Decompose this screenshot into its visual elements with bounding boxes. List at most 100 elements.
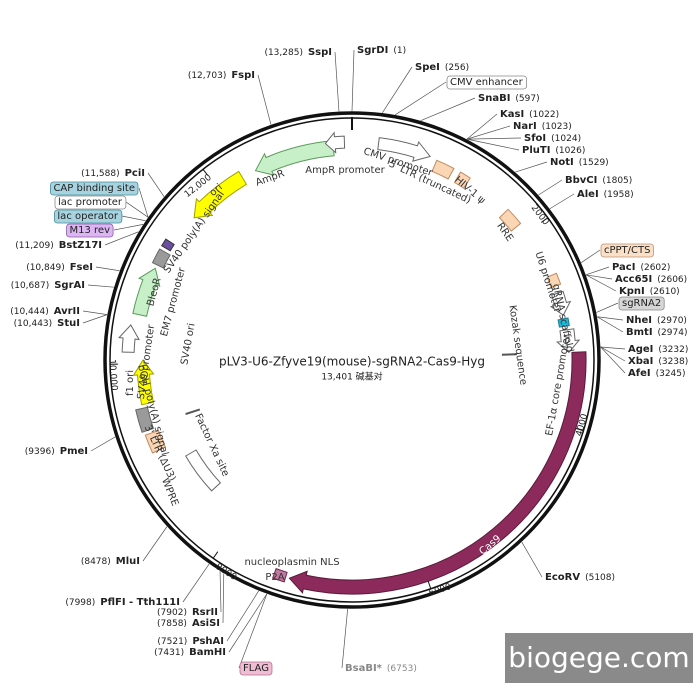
tick-label: 6000 bbox=[428, 582, 453, 599]
site-name: BsaBI* bbox=[345, 663, 383, 674]
site-name: PciI bbox=[125, 168, 145, 179]
site-leader bbox=[549, 193, 575, 210]
box-leader bbox=[113, 224, 144, 231]
feature-shape bbox=[144, 429, 166, 454]
feature-shape bbox=[132, 267, 161, 317]
site-position: (256) bbox=[445, 63, 469, 73]
watermark-box bbox=[505, 633, 693, 683]
site-position: (3245) bbox=[656, 369, 686, 379]
site-label: PluTI (1026) bbox=[522, 145, 585, 156]
site-label: (13,285) SspI bbox=[264, 47, 332, 58]
site-label: (10,849) FseI bbox=[26, 262, 93, 273]
site-name: NheI bbox=[626, 315, 652, 326]
feature-shape bbox=[161, 238, 175, 252]
site-name: SgrAI bbox=[54, 280, 85, 291]
feature-shape bbox=[549, 290, 572, 316]
site-leader bbox=[600, 346, 626, 350]
site-label: KpnI (2610) bbox=[619, 286, 680, 297]
site-position: (10,687) bbox=[11, 281, 50, 291]
site-leader bbox=[142, 526, 168, 562]
feature-shape bbox=[288, 351, 587, 595]
site-leader bbox=[466, 113, 498, 140]
feature-shape bbox=[557, 317, 570, 328]
label-box bbox=[66, 223, 114, 238]
site-position: (3232) bbox=[658, 345, 688, 355]
site-name: PshAI bbox=[192, 636, 224, 647]
site-position: (1026) bbox=[555, 146, 585, 156]
site-leader bbox=[82, 314, 108, 324]
site-label: (11,209) BstZ17I bbox=[15, 240, 102, 251]
site-leader bbox=[521, 541, 543, 578]
site-position: (5108) bbox=[585, 573, 615, 583]
site-leader bbox=[585, 274, 613, 280]
feature-label: SV40 promoter bbox=[136, 323, 158, 400]
site-position: (11,209) bbox=[15, 241, 54, 251]
site-name: NarI bbox=[513, 121, 537, 132]
site-position: (11,588) bbox=[81, 169, 120, 179]
site-position: (2602) bbox=[640, 263, 670, 273]
tick-mark bbox=[212, 551, 219, 559]
site-label: NheI (2970) bbox=[626, 315, 687, 326]
feature-shape bbox=[498, 208, 522, 232]
site-leader bbox=[228, 593, 268, 653]
site-name: SspI bbox=[308, 47, 332, 58]
plasmid-length: 13,401 碱基对 bbox=[321, 371, 382, 383]
site-leader bbox=[82, 310, 108, 315]
site-name: Acc65I bbox=[615, 274, 652, 285]
site-position: (1958) bbox=[604, 190, 634, 200]
site-leader bbox=[538, 179, 563, 196]
site-leader bbox=[182, 563, 210, 603]
box-leader bbox=[581, 249, 601, 263]
site-name: StuI bbox=[57, 318, 80, 329]
site-position: (10,849) bbox=[26, 263, 65, 273]
box-leader bbox=[138, 187, 149, 218]
site-name: AgeI bbox=[628, 344, 653, 355]
site-name: PflFI - Tth111I bbox=[100, 597, 180, 608]
site-label: (11,588) PciI bbox=[81, 168, 145, 179]
feature-shape bbox=[118, 324, 140, 353]
site-name: KpnI bbox=[619, 286, 645, 297]
site-leader bbox=[226, 590, 260, 642]
site-name: SnaBI bbox=[478, 93, 510, 104]
site-label: XbaI (3238) bbox=[628, 356, 688, 367]
site-leader bbox=[597, 316, 624, 333]
site-label: (7858) AsiSI bbox=[157, 618, 220, 629]
site-position: (7521) bbox=[157, 637, 187, 647]
site-label: (7902) RsrII bbox=[157, 607, 218, 618]
site-position: (10,443) bbox=[14, 319, 53, 329]
site-name: NotI bbox=[550, 157, 574, 168]
site-name: BstZ17I bbox=[59, 240, 102, 251]
feature-shape bbox=[185, 449, 222, 492]
feature-shape bbox=[272, 567, 288, 583]
site-position: (7902) bbox=[157, 608, 187, 618]
site-leader bbox=[90, 436, 116, 452]
site-position: (1023) bbox=[542, 122, 572, 132]
watermark: biogege.com bbox=[508, 641, 689, 674]
site-position: (3238) bbox=[658, 357, 688, 367]
site-label: SpeI (256) bbox=[415, 62, 469, 73]
site-leader bbox=[334, 51, 340, 112]
site-name: PmeI bbox=[60, 446, 88, 457]
feature-shape bbox=[193, 170, 248, 219]
site-leader bbox=[597, 316, 624, 321]
site-label: BsaBI* (6753) bbox=[345, 663, 417, 674]
feature-label: SV40 ori bbox=[179, 322, 197, 365]
site-position: (1024) bbox=[551, 134, 581, 144]
site-position: (597) bbox=[515, 94, 539, 104]
site-name: BmtI bbox=[626, 327, 653, 338]
site-leader bbox=[222, 573, 225, 624]
box-leader bbox=[121, 215, 146, 222]
site-name: BbvCI bbox=[565, 175, 597, 186]
boxed-label: cPPT/CTS bbox=[604, 245, 650, 256]
site-position: (1805) bbox=[602, 176, 632, 186]
site-leader bbox=[466, 138, 520, 151]
label-box bbox=[446, 75, 527, 90]
site-leader bbox=[219, 571, 222, 613]
feature-mark bbox=[185, 408, 201, 416]
site-name: XbaI bbox=[628, 356, 653, 367]
feature-shape bbox=[132, 359, 155, 406]
site-label: SfoI (1024) bbox=[524, 133, 581, 144]
site-leader bbox=[147, 172, 165, 197]
site-position: (7858) bbox=[157, 619, 187, 629]
